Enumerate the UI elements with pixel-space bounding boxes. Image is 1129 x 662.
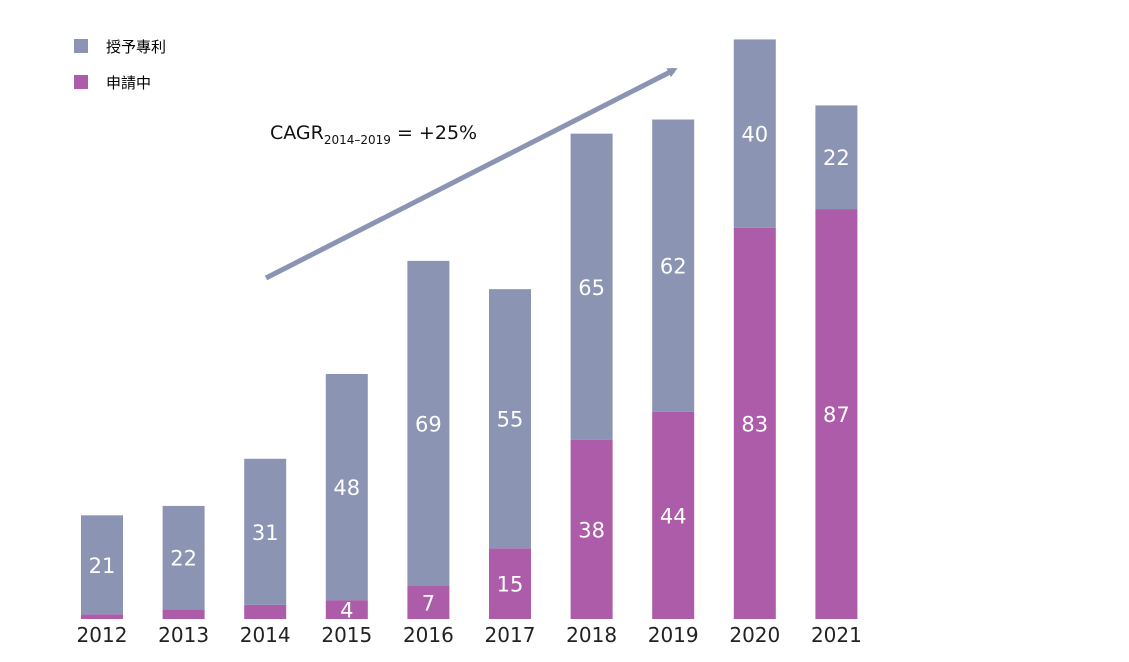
bar-granted-2012 xyxy=(81,515,123,615)
bar-pending-2015 xyxy=(325,600,368,619)
x-tick-label-2012: 2012 xyxy=(77,623,128,647)
x-tick-label-2014: 2014 xyxy=(240,623,291,647)
x-tick-label-2013: 2013 xyxy=(158,623,209,647)
x-tick-label-2017: 2017 xyxy=(485,623,536,647)
bar-granted-2014 xyxy=(244,458,287,605)
cagr-rest: = +25% xyxy=(390,122,478,144)
data-label-granted-2018: 65 xyxy=(578,276,605,300)
cagr-annotation: CAGR2014–2019 = +25% xyxy=(270,122,477,147)
x-tick-label-2019: 2019 xyxy=(648,623,699,647)
data-label-pending-2021: 87 xyxy=(823,403,850,427)
cagr-subscript: 2014–2019 xyxy=(323,133,391,147)
data-label-granted-2012: 21 xyxy=(89,554,116,578)
data-label-granted-2014: 31 xyxy=(252,521,279,545)
x-tick-label-2015: 2015 xyxy=(321,623,372,647)
x-tick-label-2016: 2016 xyxy=(403,623,454,647)
legend-swatch-granted xyxy=(74,39,88,53)
data-label-pending-2016: 7 xyxy=(422,592,435,616)
bar-granted-2018 xyxy=(570,133,613,440)
legend-label-granted: 授予專利 xyxy=(106,37,167,56)
bar-pending-2012 xyxy=(81,614,123,619)
data-label-granted-2017: 55 xyxy=(497,408,524,432)
x-tick-label-2020: 2020 xyxy=(729,623,780,647)
bar-granted-2021 xyxy=(815,105,858,210)
data-label-granted-2015: 48 xyxy=(333,476,360,500)
bar-pending-2020 xyxy=(733,227,776,620)
bar-pending-2014 xyxy=(244,604,287,619)
bar-pending-2017 xyxy=(489,548,531,619)
x-tick-label-2018: 2018 xyxy=(566,623,617,647)
bar-pending-2016 xyxy=(407,586,450,619)
legend-item-pending: 申請中 xyxy=(74,72,166,92)
bar-granted-2019 xyxy=(652,119,695,412)
legend-swatch-pending xyxy=(74,75,88,89)
cagr-main: CAGR xyxy=(270,122,324,144)
data-label-pending-2019: 44 xyxy=(660,504,687,528)
bar-pending-2021 xyxy=(815,209,858,619)
data-label-pending-2015: 4 xyxy=(340,599,353,623)
data-label-granted-2019: 62 xyxy=(660,255,687,279)
legend-item-granted: 授予專利 xyxy=(74,36,166,56)
bar-pending-2013 xyxy=(162,609,205,619)
bars-group: 21 2012 22 2013 31 2014 4 48 2015 7 69 2016 15 55 2017… xyxy=(77,39,862,647)
bar-granted-2016 xyxy=(407,260,450,587)
data-label-granted-2020: 40 xyxy=(741,123,768,147)
legend-label-pending: 申請中 xyxy=(106,73,152,92)
data-label-granted-2016: 69 xyxy=(415,412,442,436)
data-label-pending-2020: 83 xyxy=(741,412,768,436)
data-label-granted-2013: 22 xyxy=(170,547,197,571)
bar-pending-2019 xyxy=(652,411,695,619)
x-tick-label-2021: 2021 xyxy=(811,623,862,647)
legend: 授予專利 申請中 xyxy=(74,36,166,108)
data-label-pending-2017: 15 xyxy=(497,573,524,597)
data-label-pending-2018: 38 xyxy=(578,518,605,542)
bar-granted-2015 xyxy=(325,373,368,601)
cagr-arrow xyxy=(264,67,678,281)
bar-granted-2020 xyxy=(733,39,776,228)
data-label-granted-2021: 22 xyxy=(823,146,850,170)
bar-pending-2018 xyxy=(570,439,613,619)
bar-granted-2013 xyxy=(162,505,205,610)
bar-granted-2017 xyxy=(489,289,531,549)
